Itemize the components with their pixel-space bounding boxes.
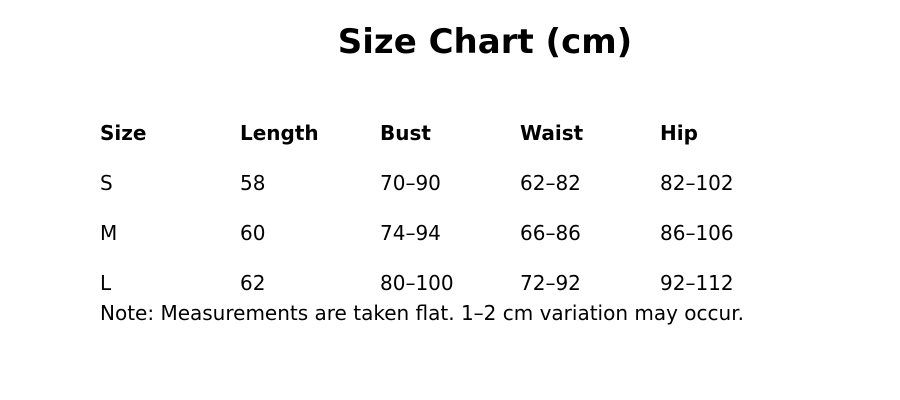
column-header-length: Length <box>240 121 319 145</box>
table-cell: 62 <box>240 271 266 295</box>
column-header-bust: Bust <box>380 121 431 145</box>
table-cell: L <box>100 271 112 295</box>
table-cell: 70–90 <box>380 171 441 195</box>
column-header-waist: Waist <box>520 121 584 145</box>
note-text: Note: Measurements are taken flat. 1–2 c… <box>100 301 744 325</box>
table-cell: 62–82 <box>520 171 581 195</box>
column-header-size: Size <box>100 121 147 145</box>
table-cell: 72–92 <box>520 271 581 295</box>
table-cell: 92–112 <box>660 271 734 295</box>
column-header-hip: Hip <box>660 121 698 145</box>
table-cell: 86–106 <box>660 221 734 245</box>
page-title: Size Chart (cm) <box>337 22 633 62</box>
table-cell: 58 <box>240 171 266 195</box>
table-cell: 80–100 <box>380 271 454 295</box>
table-cell: S <box>100 171 113 195</box>
table-cell: 74–94 <box>380 221 441 245</box>
table-cell: 66–86 <box>520 221 581 245</box>
table-cell: M <box>100 221 118 245</box>
table-cell: 82–102 <box>660 171 734 195</box>
table-cell: 60 <box>240 221 266 245</box>
